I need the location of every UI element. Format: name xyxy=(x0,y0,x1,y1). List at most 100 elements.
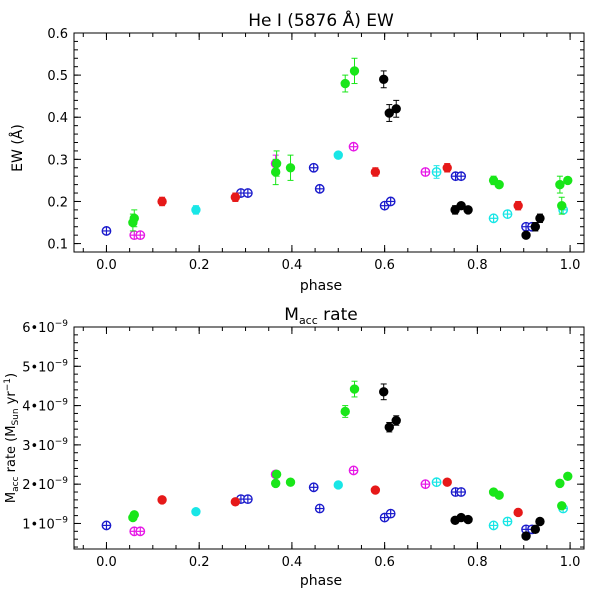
ew-point-blue-open xyxy=(314,183,325,194)
macc-marker-filled xyxy=(557,501,567,511)
macc-point-red-filled xyxy=(157,495,167,505)
macc-ylabel-sub: acc xyxy=(11,476,21,491)
ew-marker-filled xyxy=(521,230,531,240)
ew-marker-filled xyxy=(513,200,523,211)
ew-point-blue-open xyxy=(101,226,112,236)
macc-point-green-filled xyxy=(349,380,360,398)
ew-point-cyan-open xyxy=(502,209,513,219)
macc-point-black-filled xyxy=(521,531,531,541)
ew-point-green-filled xyxy=(563,175,573,186)
ew-marker-filled xyxy=(129,213,139,224)
macc-point-blue-open xyxy=(308,482,319,493)
macc-point-green-filled xyxy=(494,490,504,500)
macc-point-black-filled xyxy=(463,514,473,525)
ew-point-cyan-open xyxy=(488,213,499,224)
macc-point-cyan-filled xyxy=(191,506,201,517)
ew-x-tick-label: 0.8 xyxy=(467,258,488,273)
macc-ylabel-mid: rate (M xyxy=(4,426,19,477)
macc-x-tick-label: 0.2 xyxy=(189,555,210,570)
macc-marker-filled xyxy=(270,478,281,489)
macc-point-magenta-open xyxy=(348,465,359,476)
macc-point-blue-open xyxy=(385,508,396,519)
ew-marker-filled xyxy=(530,222,541,232)
macc-marker-filled xyxy=(530,524,541,535)
ew-marker-filled xyxy=(494,179,504,190)
ew-x-tick-label: 0.0 xyxy=(96,258,117,273)
macc-point-blue-open xyxy=(242,494,253,504)
ew-point-green-filled xyxy=(129,209,139,228)
macc-y-tick-label: 2•10−9 xyxy=(22,476,68,493)
macc-point-cyan-open xyxy=(488,520,499,531)
ew-marker-filled xyxy=(191,205,201,215)
ew-point-green-filled xyxy=(349,57,360,85)
macc-point-blue-open xyxy=(314,503,325,514)
ew-point-black-filled xyxy=(463,205,473,215)
macc-point-green-filled xyxy=(270,478,281,489)
ew-x-tick-label: 1.0 xyxy=(560,258,581,273)
ew-x-tick-label: 0.4 xyxy=(282,258,303,273)
ew-point-red-filled xyxy=(442,163,452,173)
macc-x-tick-label: 0.0 xyxy=(96,555,117,570)
ew-marker-filled xyxy=(271,158,282,169)
ew-marker-filled xyxy=(285,163,296,173)
macc-marker-filled xyxy=(157,495,167,505)
ew-x-tick-label: 0.6 xyxy=(374,258,395,273)
ew-marker-filled xyxy=(340,78,350,89)
ew-point-red-filled xyxy=(157,196,167,207)
ew-marker-filled xyxy=(379,74,389,85)
ew-point-cyan-open xyxy=(431,165,442,179)
macc-y-tick-label: 1•10−9 xyxy=(22,515,68,532)
macc-marker-filled xyxy=(494,490,504,500)
ew-point-red-filled xyxy=(370,167,381,177)
macc-ylabel-sub2: Sun xyxy=(11,408,21,425)
macc-marker-filled xyxy=(555,478,565,489)
macc-point-green-filled xyxy=(129,510,139,520)
macc-ylabel-sup: −1 xyxy=(3,378,13,391)
macc-point-magenta-open xyxy=(135,526,146,537)
ew-marker-filled xyxy=(463,205,473,215)
macc-point-green-filled xyxy=(340,405,350,418)
ew-marker-filled xyxy=(349,66,360,76)
macc-x-axis-label: phase xyxy=(300,573,342,589)
ew-y-tick-label: 0.2 xyxy=(47,195,68,210)
macc-point-magenta-open xyxy=(420,479,431,490)
ew-point-magenta-open xyxy=(348,141,359,152)
macc-marker-filled xyxy=(563,471,573,482)
ew-marker-filled xyxy=(270,167,281,177)
ew-y-tick-label: 0.4 xyxy=(47,111,68,126)
macc-point-red-filled xyxy=(513,507,523,518)
ew-point-blue-open xyxy=(456,171,467,182)
macc-marker-filled xyxy=(129,510,139,520)
macc-marker-filled xyxy=(463,514,473,525)
ew-marker-filled xyxy=(391,104,401,114)
macc-marker-filled xyxy=(379,387,389,397)
ew-marker-filled xyxy=(456,200,466,211)
macc-marker-filled xyxy=(333,480,343,490)
macc-y-tick-label: 5•10−9 xyxy=(22,358,68,375)
ew-point-black-filled xyxy=(379,70,389,89)
ew-marker-filled xyxy=(230,192,241,202)
macc-marker-filled xyxy=(391,415,401,426)
ew-point-black-filled xyxy=(384,104,394,122)
macc-point-green-filled xyxy=(285,477,296,487)
ew-point-cyan-filled xyxy=(191,205,201,215)
ew-marker-filled xyxy=(555,179,565,190)
ew-point-black-filled xyxy=(456,200,466,211)
macc-point-green-filled xyxy=(563,471,573,482)
macc-ylabel-mid2: yr xyxy=(4,391,19,409)
macc-marker-filled xyxy=(191,506,201,517)
macc-marker-filled xyxy=(349,384,360,394)
macc-point-black-filled xyxy=(530,524,541,535)
macc-point-black-filled xyxy=(384,421,394,433)
ew-plot-frame xyxy=(73,32,585,253)
macc-marker-filled xyxy=(285,477,296,487)
ew-panel: He I (5876 Å) EW 0.0 0.2 0.4 0.6 0.8 1.0 0.1 0.… xyxy=(9,9,585,294)
ew-y-tick-label: 0.5 xyxy=(47,69,68,84)
ew-point-green-filled xyxy=(494,179,504,190)
macc-title-sub: acc xyxy=(299,314,318,327)
ew-point-black-filled xyxy=(521,230,531,240)
ew-point-cyan-filled xyxy=(333,150,343,160)
macc-point-blue-open xyxy=(101,520,112,531)
ew-marker-filled xyxy=(157,196,167,207)
